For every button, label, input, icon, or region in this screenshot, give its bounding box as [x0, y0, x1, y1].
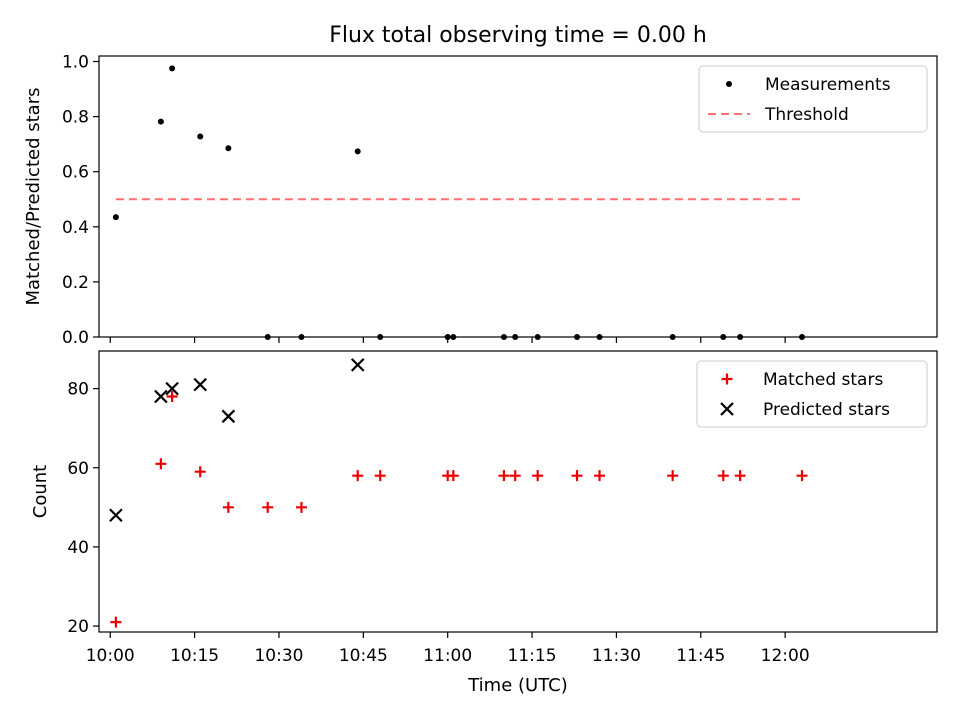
matched-stars-point	[509, 470, 521, 482]
predicted-stars-point	[193, 377, 208, 392]
top-panel: 0.0 0.2 0.4 0.6 0.8 1.0 Matched/Predicted star…	[23, 53, 938, 348]
top-y-tick-label: 0.6	[62, 163, 89, 183]
measurements-point	[574, 334, 581, 340]
predicted-stars-point	[109, 508, 123, 523]
bottom-y-tick-label: 60	[67, 459, 89, 479]
matched-stars-point	[447, 470, 459, 482]
bottom-panel: 20 40 60 80 10:00 10:15 10:30 10:45 11:00 11:15 11…	[30, 350, 938, 666]
matched-stars-point	[796, 470, 808, 482]
legend-label: Predicted stars	[763, 400, 890, 420]
x-tick-label: 10:00	[86, 646, 135, 666]
bottom-y-tick-label: 20	[67, 617, 89, 637]
x-tick-label: 11:30	[592, 646, 641, 666]
bottom-y-axis-label: Count	[30, 465, 51, 518]
measurements-point	[450, 334, 457, 340]
matched-stars-point	[222, 501, 234, 513]
x-tick-label: 12:00	[761, 646, 810, 666]
bottom-y-tick-label: 40	[67, 538, 89, 558]
measurements-point	[512, 334, 519, 340]
legend-predicted-stars-swatch	[720, 402, 734, 416]
bottom-y-tick-label: 80	[67, 380, 89, 400]
legend-label: Threshold	[764, 105, 849, 125]
bottom-plot-frame	[98, 350, 938, 633]
matched-stars-point	[571, 470, 583, 482]
predicted-stars-point	[221, 409, 236, 424]
chart-title: Flux total observing time = 0.00 h	[329, 23, 707, 48]
legend-matched-stars-swatch	[721, 373, 733, 385]
matched-stars-point	[498, 470, 510, 482]
matched-stars-point	[594, 470, 606, 482]
predicted-stars-point	[350, 358, 365, 372]
matched-stars-point	[717, 470, 729, 482]
measurements-point	[596, 334, 603, 340]
measurements-point	[377, 334, 384, 340]
matched-stars-point	[352, 470, 364, 482]
measurements-point	[157, 118, 164, 125]
top-y-tick-label: 0.8	[62, 108, 89, 128]
x-axis-label: Time (UTC)	[467, 675, 568, 696]
predicted-stars-point	[154, 389, 168, 404]
x-tick-label: 10:45	[339, 646, 388, 666]
x-tick-label: 11:00	[423, 646, 472, 666]
matched-stars-point	[155, 458, 167, 470]
matched-stars-point	[295, 501, 307, 513]
measurements-point	[197, 133, 204, 140]
top-y-tick-label: 0.0	[62, 328, 89, 348]
matched-stars-point	[166, 391, 178, 403]
measurements-point	[225, 145, 232, 152]
legend-label: Measurements	[765, 75, 891, 95]
measurements-point	[264, 334, 271, 340]
top-y-tick-label: 0.4	[62, 218, 89, 238]
measurements-point	[720, 334, 727, 340]
measurements-point	[737, 334, 744, 340]
predicted-stars-point	[165, 381, 179, 396]
matched-stars-point	[194, 466, 206, 478]
x-tick-label: 10:15	[170, 646, 219, 666]
matched-stars-point	[262, 501, 274, 513]
matched-stars-point	[734, 470, 746, 482]
measurements-point	[444, 334, 451, 340]
top-y-tick-label: 1.0	[62, 53, 89, 73]
matched-stars-point	[532, 470, 544, 482]
x-tick-label: 10:30	[254, 646, 303, 666]
bottom-legend	[696, 360, 928, 428]
measurements-point	[500, 334, 507, 340]
measurements-point	[169, 65, 176, 72]
x-tick-label: 11:45	[676, 646, 725, 666]
matched-stars-point	[110, 616, 122, 628]
top-y-axis-label: Matched/Predicted stars	[23, 88, 44, 306]
measurements-point	[298, 334, 305, 340]
measurements-point	[799, 334, 806, 340]
legend-measurements-swatch	[726, 81, 732, 87]
measurements-point	[112, 214, 119, 221]
measurements-point	[534, 334, 541, 340]
measurements-point	[354, 148, 361, 155]
x-tick-label: 11:15	[508, 646, 557, 666]
matched-stars-point	[374, 470, 386, 482]
top-y-tick-label: 0.2	[62, 273, 89, 293]
matched-stars-point	[667, 470, 679, 482]
top-legend	[698, 65, 928, 133]
legend-label: Matched stars	[763, 370, 883, 390]
measurements-point	[669, 334, 676, 340]
